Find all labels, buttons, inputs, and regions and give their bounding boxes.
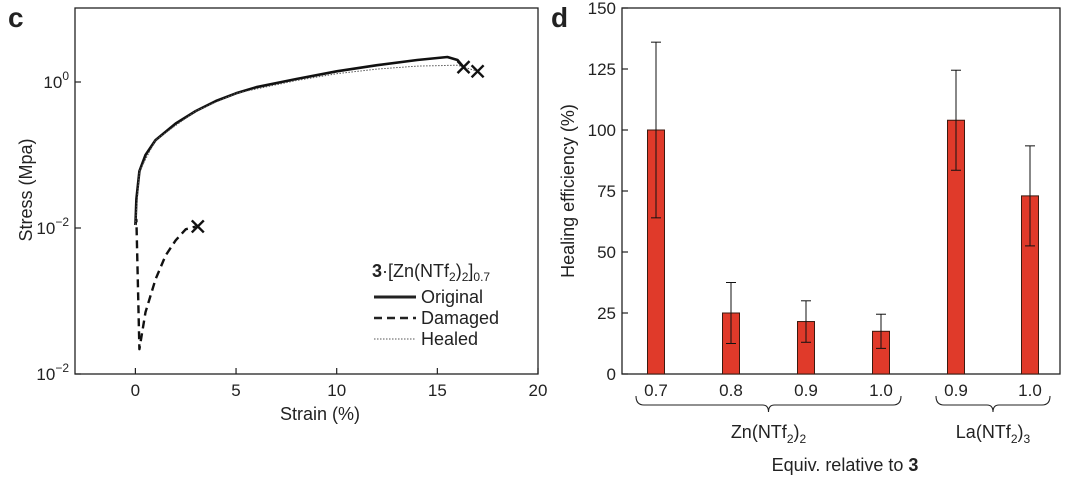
panel-d-y-tick-label: 125 <box>588 60 616 79</box>
panel-c-x-tick-label: 15 <box>428 381 447 400</box>
panel-d-category-labels: 0.7 0.8 0.9 1.0 0.9 1.0 <box>644 381 1042 400</box>
panel-d-category-label: 0.8 <box>719 381 743 400</box>
legend-label-healed: Healed <box>421 329 478 349</box>
panel-d-group-brackets: Zn(NTf2)2 La(NTf2)3 <box>635 395 1051 446</box>
panel-d-category-label: 0.9 <box>944 381 968 400</box>
break-marker-healed <box>470 64 485 79</box>
panel-c-x-tick-label: 20 <box>529 381 548 400</box>
legend-label-damaged: Damaged <box>421 308 499 328</box>
panel-c-x-ticks: 0 5 10 15 20 <box>131 368 548 400</box>
panel-d-y-label: Healing efficiency (%) <box>558 104 578 278</box>
panel-d-category-label: 1.0 <box>869 381 893 400</box>
panel-d-plot-frame <box>621 7 1061 375</box>
panel-c-y-tick-label: 10−2 <box>36 361 69 384</box>
panel-c-plot-frame <box>74 7 539 375</box>
group-bracket <box>635 395 902 413</box>
panel-d-y-tick-label: 25 <box>597 304 616 323</box>
panel-c-legend: 3·[Zn(NTf2)2]0.7 Original Damaged Healed <box>372 261 499 349</box>
break-marker-damaged <box>190 219 205 234</box>
legend-title: 3·[Zn(NTf2)2]0.7 <box>372 261 490 284</box>
panel-d-y-tick-label: 100 <box>588 121 616 140</box>
error-bar <box>726 282 736 344</box>
panel-c-y-label: Stress (Mpa) <box>16 138 36 241</box>
panel-d-y-tick-label: 75 <box>597 182 616 201</box>
curve-healed <box>134 64 478 226</box>
error-bar <box>801 300 811 343</box>
panel-d-y-tick-label: 50 <box>597 243 616 262</box>
curve-original <box>134 55 465 226</box>
panel-d-y-tick-label: 150 <box>588 0 616 18</box>
panel-c-y-ticks: 100 10−2 10−2 <box>36 69 81 384</box>
panel-c-x-tick-label: 5 <box>231 381 240 400</box>
group-label: Zn(NTf2)2 <box>731 422 807 446</box>
panel-d-y-ticks: 0 25 50 75 100 125 150 <box>588 0 628 384</box>
error-bar <box>651 41 661 219</box>
break-marker-original <box>456 60 471 74</box>
group-label: La(NTf2)3 <box>956 422 1031 446</box>
panel-c-x-label: Strain (%) <box>280 404 360 424</box>
panel-d-category-label: 1.0 <box>1018 381 1042 400</box>
panel-d-category-label: 0.7 <box>644 381 668 400</box>
panel-d-bars <box>647 41 1039 375</box>
panel-d-x-label: Equiv. relative to 3 <box>772 455 919 475</box>
panel-c-y-tick-label: 10−2 <box>36 215 69 238</box>
error-bar <box>876 313 886 349</box>
panel-c-break-markers <box>190 60 485 234</box>
panel-c-y-tick-label: 100 <box>43 69 69 92</box>
panel-c-x-tick-label: 0 <box>131 381 140 400</box>
curve-damaged <box>134 218 197 351</box>
panel-c-x-tick-label: 10 <box>327 381 346 400</box>
panel-d-letter: d <box>551 2 568 33</box>
error-bar <box>1025 145 1035 247</box>
panel-d-category-label: 0.9 <box>794 381 818 400</box>
panel-d-y-tick-label: 0 <box>607 365 616 384</box>
panel-c-curves <box>134 55 478 351</box>
panel-c-letter: c <box>8 2 24 33</box>
legend-label-original: Original <box>421 287 483 307</box>
error-bar <box>951 69 961 171</box>
group-bracket <box>935 395 1051 413</box>
